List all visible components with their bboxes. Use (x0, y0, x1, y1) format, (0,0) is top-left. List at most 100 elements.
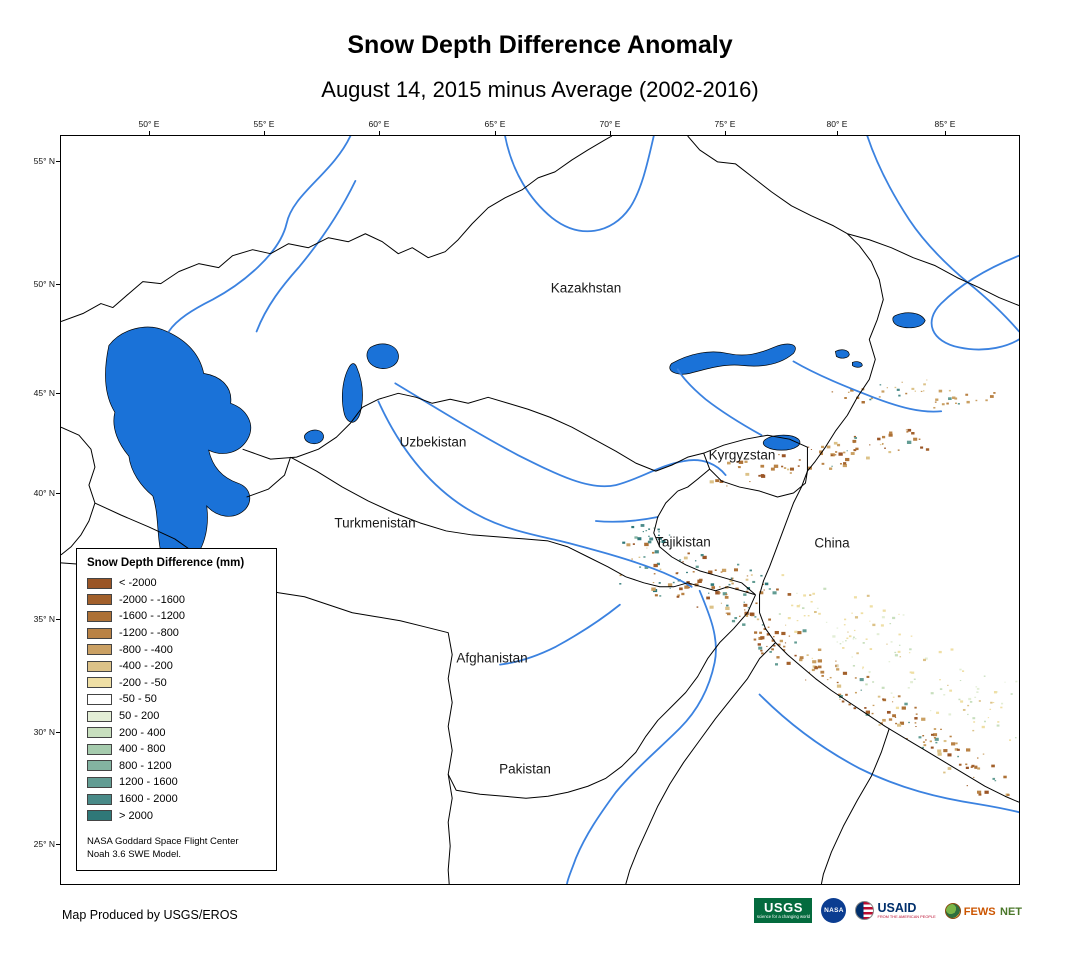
lon-tick (725, 131, 726, 136)
legend-swatch (87, 793, 112, 805)
river-irtysh-meander (930, 254, 1019, 351)
legend-swatch (87, 743, 112, 755)
lon-tick (149, 131, 150, 136)
legend-entry-label: 400 - 800 (119, 743, 166, 756)
country-label-pakistan: Pakistan (499, 761, 551, 777)
agency-logos: USGS science for a changing world NASA U… (754, 898, 1022, 923)
legend-swatch (87, 644, 112, 656)
legend-entry: < -2000 (87, 575, 266, 592)
country-label-kyrgyzstan: Kyrgyzstan (708, 447, 776, 463)
lon-label: 80° E (826, 119, 848, 129)
border-fergana (677, 468, 710, 492)
border-pakistan-india (625, 642, 776, 884)
legend-entry: 1600 - 2000 (87, 791, 266, 808)
country-label-afghanistan: Afghanistan (456, 650, 528, 666)
legend-entry: 1200 - 1600 (87, 774, 266, 791)
water-bodies (105, 312, 926, 569)
legend-swatch (87, 677, 112, 689)
usgs-logo-tagline: science for a changing world (756, 914, 810, 920)
legend-swatch (87, 760, 112, 772)
river-amu-darya (377, 400, 693, 588)
river-ishim (504, 136, 655, 233)
caspian-sea (105, 326, 252, 569)
lon-tick (495, 131, 496, 136)
river-syr-darya (394, 382, 727, 488)
legend-note: NASA Goddard Space Flight Center Noah 3.… (87, 835, 266, 862)
legend-entry-label: -50 - 50 (119, 693, 157, 706)
river-irtysh (866, 136, 1019, 333)
river-helmand (499, 603, 621, 666)
lat-tick (56, 619, 61, 620)
river-zeravshan (594, 516, 659, 523)
lake-sasykkol (851, 361, 863, 368)
lake-issyk-kul (762, 434, 801, 451)
legend-entry: -1600 - -1200 (87, 608, 266, 625)
border-russia-china (847, 233, 1019, 307)
legend-swatch (87, 727, 112, 739)
country-label-kazakhstan: Kazakhstan (550, 280, 622, 296)
lon-label: 70° E (599, 119, 621, 129)
legend-swatch (87, 710, 112, 722)
legend-entry: 50 - 200 (87, 708, 266, 725)
lon-label: 60° E (368, 119, 390, 129)
legend-entry: -400 - -200 (87, 658, 266, 675)
globe-icon (944, 902, 961, 919)
legend-swatch (87, 693, 112, 705)
legend-title: Snow Depth Difference (mm) (87, 557, 245, 569)
lon-tick (837, 131, 838, 136)
usaid-logo-tagline: FROM THE AMERICAN PEOPLE (877, 914, 936, 920)
border-uzbekistan-turkmenistan (290, 456, 627, 578)
legend-swatch (87, 776, 112, 788)
legend-entry-label: 200 - 400 (119, 726, 166, 739)
lat-tick (56, 161, 61, 162)
border-russia-kazakhstan-west (61, 136, 613, 322)
lon-label: 65° E (484, 119, 506, 129)
nasa-logo: NASA (821, 898, 847, 923)
country-label-turkmenistan: Turkmenistan (334, 515, 416, 531)
legend-swatch (87, 610, 112, 622)
border-kazakhstan-china (807, 233, 884, 472)
legend-entry: -200 - -50 (87, 675, 266, 692)
border-afghanistan-north (625, 576, 756, 596)
lon-tick (264, 131, 265, 136)
legend-entry: -800 - -400 (87, 641, 266, 658)
legend-swatch (87, 660, 112, 672)
legend-entry-label: -800 - -400 (119, 643, 173, 656)
legend-entry-label: -400 - -200 (119, 660, 173, 673)
legend-entry: -1200 - -800 (87, 625, 266, 642)
lon-tick (945, 131, 946, 136)
border-turkmenistan-west (246, 456, 291, 498)
legend-entry-label: 800 - 1200 (119, 759, 172, 772)
lake-sarygamysh (304, 429, 324, 445)
border-china-west-himalaya (759, 470, 1019, 803)
lat-tick (56, 732, 61, 733)
lat-label: 40° N (33, 488, 55, 498)
fewsnet-logo-text-fews: FEWS (963, 905, 996, 918)
legend-entry-label: 50 - 200 (119, 710, 160, 723)
lat-label: 55° N (33, 156, 55, 166)
river-indus (566, 589, 717, 884)
legend-entry: -2000 - -1600 (87, 592, 266, 609)
fewsnet-logo-text-net: NET (1000, 905, 1022, 918)
lon-label: 85° E (934, 119, 956, 129)
legend-entry-label: -1200 - -800 (119, 627, 179, 640)
lat-label: 50° N (33, 279, 55, 289)
legend-entry: 400 - 800 (87, 741, 266, 758)
lat-tick (56, 844, 61, 845)
usaid-logo-text: USAID (877, 900, 917, 915)
border-kazakhstan-uzbekistan (242, 392, 704, 472)
legend-swatch (87, 594, 112, 606)
usaid-logo: USAID FROM THE AMERICAN PEOPLE (855, 900, 936, 920)
page-subtitle: August 14, 2015 minus Average (2002-2016… (321, 77, 759, 102)
river-ili (792, 360, 943, 413)
border-kyrgyzstan-north (703, 434, 808, 472)
river-emba (255, 179, 357, 333)
lat-tick (56, 393, 61, 394)
rivers (167, 136, 1019, 884)
legend-swatch (87, 627, 112, 639)
lon-tick (379, 131, 380, 136)
border-tajikistan (653, 490, 756, 596)
lake-zaysan (892, 312, 926, 329)
usaid-flag-icon (855, 901, 875, 920)
legend-note-line1: NASA Goddard Space Flight Center (87, 835, 239, 847)
